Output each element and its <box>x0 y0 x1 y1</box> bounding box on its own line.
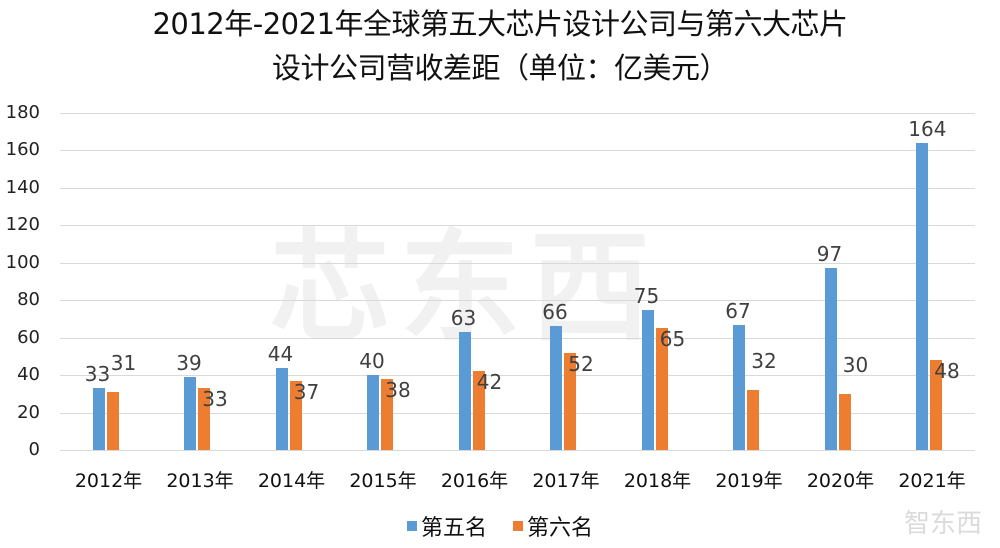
bar-sixth <box>106 391 119 450</box>
y-axis-tick-label: 40 <box>17 364 40 386</box>
data-label: 39 <box>176 350 202 375</box>
bar-fifth <box>641 309 654 450</box>
x-axis-tick-label: 2018年 <box>623 470 692 492</box>
bar-fifth <box>458 332 471 450</box>
chart-title-line-2: 设计公司营收差距（单位：亿美元） <box>271 51 729 85</box>
bar-sixth <box>381 378 394 450</box>
data-label: 38 <box>385 377 411 402</box>
bar-sixth <box>289 380 302 450</box>
gridline <box>60 262 975 264</box>
legend-item-sixth: 第六名 <box>513 510 593 542</box>
bar-fifth <box>92 388 105 450</box>
y-axis-tick-label: 60 <box>17 326 40 348</box>
bar-fifth <box>184 376 197 450</box>
bar-sixth <box>198 388 211 450</box>
data-label: 52 <box>568 351 594 376</box>
data-label: 37 <box>293 379 320 404</box>
bar-fifth <box>275 367 288 450</box>
data-label: 30 <box>842 352 869 377</box>
data-label: 32 <box>751 349 777 374</box>
y-axis-tick-label: 80 <box>17 289 40 311</box>
gridline <box>60 113 975 114</box>
x-axis-tick-label: 2012年 <box>74 470 143 492</box>
bar-fifth <box>916 142 929 450</box>
data-label: 66 <box>542 300 568 325</box>
x-axis-tick-label: 2017年 <box>532 470 600 492</box>
data-label: 33 <box>202 387 228 412</box>
bar-sixth <box>747 390 760 450</box>
x-axis-tick-label: 2020年 <box>806 470 875 492</box>
gridline <box>60 337 975 339</box>
legend-item-fifth: 第五名 <box>406 510 487 542</box>
bar-sixth <box>564 352 577 450</box>
data-label: 44 <box>267 341 294 366</box>
data-label: 67 <box>725 298 751 323</box>
data-label: 63 <box>450 306 477 331</box>
gridline <box>60 225 975 227</box>
x-axis-tick-label: 2015年 <box>349 470 417 492</box>
x-axis-tick-label: 2014年 <box>257 470 326 492</box>
legend-label: 第六名 <box>527 516 594 541</box>
bar-fifth <box>824 268 837 450</box>
y-axis-tick-label: 100 <box>5 251 40 273</box>
gridline <box>60 412 975 414</box>
legend-swatch-blue-icon <box>406 521 417 531</box>
data-label: 48 <box>934 359 960 384</box>
legend-label: 第五名 <box>420 516 487 541</box>
chart-title-line-1: 2012年-2021年全球第五大芯片设计公司与第六大芯片 <box>152 7 848 41</box>
bar-fifth <box>367 375 380 450</box>
legend-swatch-orange-icon <box>513 521 523 531</box>
corner-watermark: 智东西 <box>903 509 982 539</box>
gridline <box>60 187 975 189</box>
data-label: 75 <box>633 283 660 308</box>
x-axis-tick-label: 2019年 <box>715 470 783 492</box>
data-label: 164 <box>908 116 947 141</box>
legend: 第五名 第六名 <box>0 510 1000 542</box>
bar-sixth <box>472 371 485 450</box>
y-axis-tick-label: 120 <box>5 214 40 236</box>
gridline <box>60 450 975 451</box>
data-label: 97 <box>816 242 843 267</box>
bar-sixth <box>930 360 943 450</box>
bar-sixth <box>838 393 851 450</box>
y-axis-tick-label: 20 <box>17 401 40 423</box>
data-label: 65 <box>659 327 686 352</box>
y-axis-tick-label: 160 <box>5 139 40 161</box>
data-label: 33 <box>84 362 111 387</box>
y-axis-tick-label: 0 <box>28 439 40 460</box>
gridline <box>60 300 975 302</box>
y-axis-tick-label: 140 <box>5 176 40 198</box>
gridline <box>60 375 975 377</box>
y-axis-tick-label: 180 <box>5 102 40 123</box>
bar-sixth <box>655 328 668 450</box>
x-axis-tick-label: 2021年 <box>898 470 966 492</box>
data-label: 40 <box>359 349 385 374</box>
bar-fifth <box>733 324 746 450</box>
x-axis-tick-label: 2016年 <box>440 470 509 492</box>
gridline <box>60 150 975 152</box>
data-label: 31 <box>110 350 137 375</box>
data-label: 42 <box>476 370 503 395</box>
bar-fifth <box>550 326 563 450</box>
x-axis-tick-label: 2013年 <box>166 470 234 492</box>
